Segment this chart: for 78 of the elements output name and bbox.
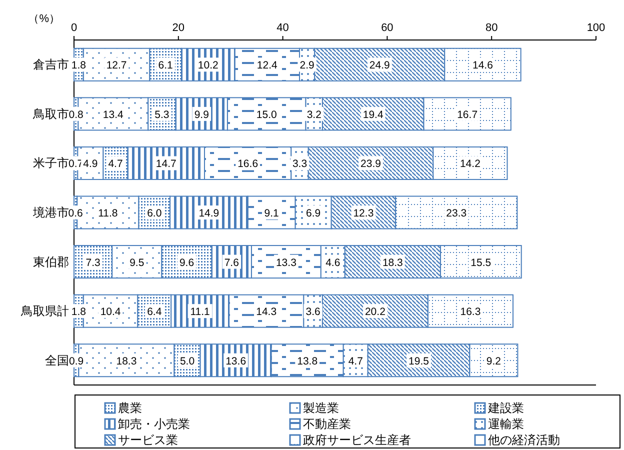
data-label: 11.1 <box>190 306 210 318</box>
y-tick-label: 全国 <box>45 353 69 368</box>
data-label: 4.7 <box>348 355 364 368</box>
data-label: 15.0 <box>256 108 277 121</box>
data-label: 3.2 <box>306 108 322 121</box>
data-label: 12.3 <box>353 208 374 220</box>
data-label: 18.3 <box>382 256 404 269</box>
legend-label: 建設業 <box>487 401 524 415</box>
x-tick-label: 60 <box>381 22 394 34</box>
data-label: 0.8 <box>68 108 84 121</box>
legend-label: 運輸業 <box>488 417 524 431</box>
data-label: 1.8 <box>71 306 86 318</box>
data-label: 7.3 <box>86 256 101 269</box>
data-label: 24.9 <box>369 60 390 72</box>
data-label: 9.9 <box>194 108 210 121</box>
data-label: 0.9 <box>69 355 84 368</box>
legend-label: 製造業 <box>303 401 339 415</box>
data-label: 6.4 <box>147 306 162 318</box>
data-label: 13.3 <box>276 256 297 269</box>
data-label: 6.1 <box>158 60 174 72</box>
data-label: 10.2 <box>198 60 219 72</box>
data-label: 9.6 <box>179 256 194 269</box>
data-label: 5.0 <box>180 355 195 368</box>
data-label: 16.7 <box>457 108 478 121</box>
data-label: 12.4 <box>256 60 278 72</box>
data-label: 4.7 <box>108 158 123 170</box>
y-tick-label: 鳥取市 <box>32 106 69 121</box>
data-label: 9.1 <box>264 208 280 220</box>
data-label: 13.6 <box>226 355 246 368</box>
data-label: 4.9 <box>83 158 98 170</box>
data-label: 2.9 <box>300 60 315 72</box>
y-tick-label: 米子市 <box>33 156 69 170</box>
y-tick-label: 鳥取県計 <box>20 304 69 318</box>
legend-label: 他の経済活動 <box>488 433 560 447</box>
data-label: 4.6 <box>326 256 340 269</box>
x-tick-label: 40 <box>276 22 289 34</box>
x-axis-title: （%） <box>28 13 60 25</box>
data-label: 0.6 <box>68 208 84 220</box>
legend-label: サービス業 <box>118 433 178 447</box>
data-label: 5.3 <box>154 108 170 121</box>
legend-label: 農業 <box>118 401 142 415</box>
data-label: 16.3 <box>460 306 481 318</box>
x-tick-label: 80 <box>485 22 498 34</box>
data-label: 13.4 <box>102 108 124 121</box>
x-tick-label: 20 <box>172 22 185 34</box>
data-label: 15.5 <box>470 256 492 269</box>
data-label: 16.6 <box>238 158 258 170</box>
data-label: 7.6 <box>224 256 240 269</box>
x-tick-label: 0 <box>70 22 78 34</box>
data-label: 19.4 <box>362 108 384 121</box>
data-label: 18.3 <box>116 355 137 368</box>
legend-label: 不動産業 <box>303 417 351 431</box>
data-label: 14.9 <box>198 208 220 220</box>
data-label: 14.6 <box>472 60 494 72</box>
legend-label: 政府サービス生産者 <box>303 433 411 447</box>
data-label: 14.7 <box>156 158 177 170</box>
data-label: 23.3 <box>446 208 467 220</box>
data-label: 14.3 <box>256 306 277 318</box>
data-label: 14.2 <box>460 158 481 170</box>
data-label: 10.4 <box>100 306 121 318</box>
y-tick-label: 東伯郡 <box>33 254 69 269</box>
data-label: 9.2 <box>486 355 502 368</box>
data-label: 6.9 <box>306 208 321 220</box>
data-label: 12.7 <box>106 60 127 72</box>
data-label: 3.6 <box>306 306 321 318</box>
data-label: 20.2 <box>364 306 386 318</box>
data-label: 11.8 <box>98 208 118 220</box>
data-label: 9.5 <box>130 256 144 269</box>
data-label: 6.0 <box>147 208 162 220</box>
y-tick-label: 境港市 <box>32 206 69 220</box>
y-tick-label: 倉吉市 <box>33 58 69 72</box>
data-label: 23.9 <box>360 158 382 170</box>
legend-label: 卸売・小売業 <box>118 417 190 431</box>
data-label: 19.5 <box>408 355 430 368</box>
data-label: 13.8 <box>297 355 318 368</box>
x-tick-label: 100 <box>586 22 606 34</box>
data-label: 1.8 <box>71 60 86 72</box>
data-label: 3.3 <box>292 158 308 170</box>
